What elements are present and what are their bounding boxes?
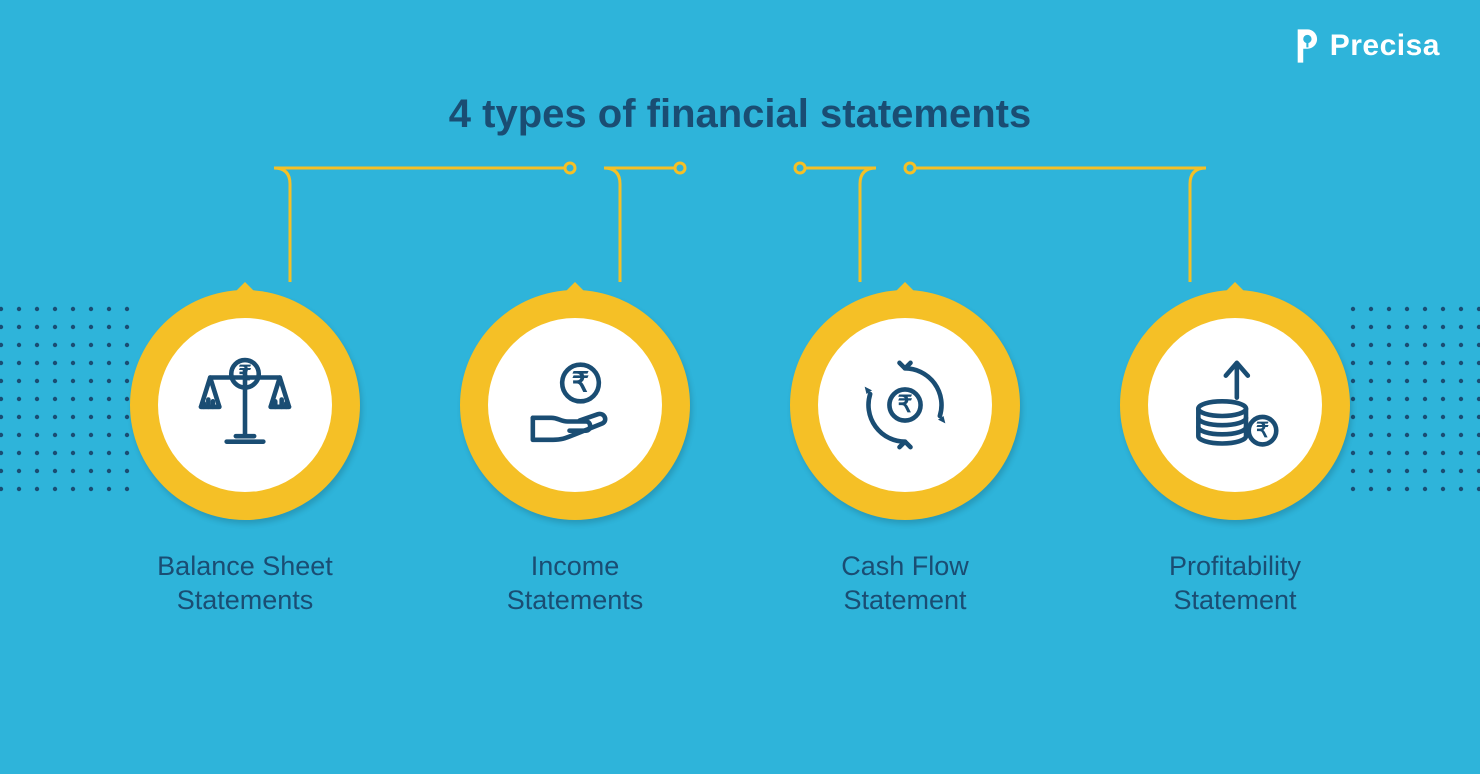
item-cash-flow: ₹ Cash FlowStatement: [780, 290, 1030, 618]
medallion-income: ₹: [460, 290, 690, 520]
items-row: ₹ Balance SheetStatements ₹ IncomeStatem…: [0, 290, 1480, 618]
label-line: Statement: [1110, 584, 1360, 618]
brand-name: Precisa: [1330, 29, 1440, 63]
medallion-inner: ₹: [158, 318, 332, 492]
item-profitability: ₹ ProfitabilityStatement: [1110, 290, 1360, 618]
cycle-rupee-icon: ₹: [850, 350, 960, 460]
label-line: Profitability: [1110, 550, 1360, 584]
infographic-title: 4 types of financial statements: [0, 92, 1480, 137]
label-line: Balance Sheet: [120, 550, 370, 584]
scale-rupee-icon: ₹: [190, 350, 300, 460]
svg-text:₹: ₹: [898, 391, 913, 417]
medallion-inner: ₹: [1148, 318, 1322, 492]
item-income: ₹ IncomeStatements: [450, 290, 700, 618]
coins-arrow-rupee-icon: ₹: [1180, 350, 1290, 460]
label-line: Statements: [450, 584, 700, 618]
hand-coin-rupee-icon: ₹: [520, 350, 630, 460]
label-line: Income: [450, 550, 700, 584]
medallion-inner: ₹: [818, 318, 992, 492]
item-label-balance-sheet: Balance SheetStatements: [120, 550, 370, 618]
item-label-profitability: ProfitabilityStatement: [1110, 550, 1360, 618]
svg-text:₹: ₹: [238, 362, 251, 385]
svg-text:₹: ₹: [1256, 419, 1269, 442]
label-line: Cash Flow: [780, 550, 1030, 584]
precisa-mark-icon: [1292, 28, 1320, 64]
medallion-profitability: ₹: [1120, 290, 1350, 520]
medallion-cash-flow: ₹: [790, 290, 1020, 520]
label-line: Statement: [780, 584, 1030, 618]
item-label-cash-flow: Cash FlowStatement: [780, 550, 1030, 618]
brand-logo: Precisa: [1292, 28, 1440, 64]
medallion-balance-sheet: ₹: [130, 290, 360, 520]
item-balance-sheet: ₹ Balance SheetStatements: [120, 290, 370, 618]
item-label-income: IncomeStatements: [450, 550, 700, 618]
svg-text:₹: ₹: [572, 366, 590, 397]
medallion-inner: ₹: [488, 318, 662, 492]
label-line: Statements: [120, 584, 370, 618]
